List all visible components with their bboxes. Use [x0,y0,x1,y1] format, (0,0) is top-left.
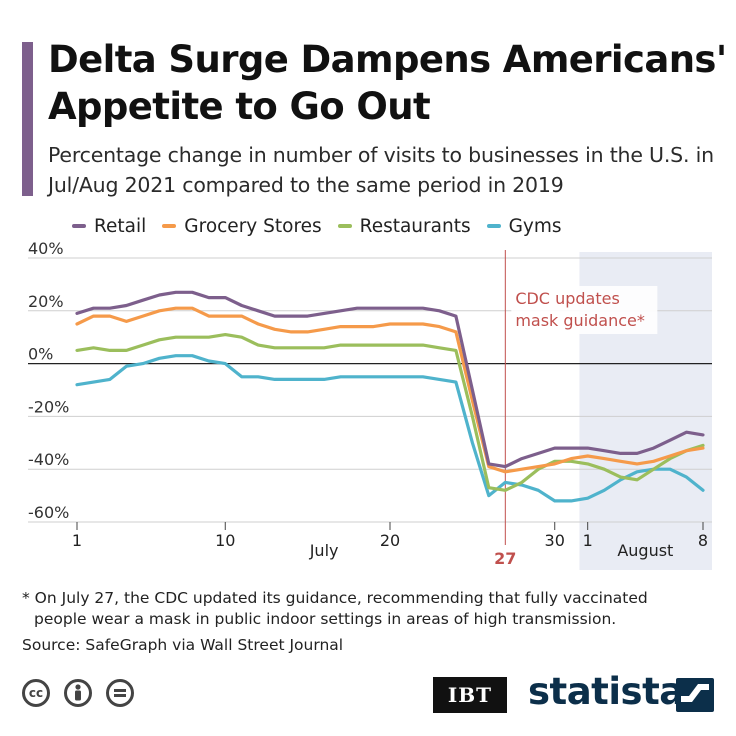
legend-item-restaurants: Restaurants [337,215,471,237]
annotation-line-1: CDC updates [515,289,619,308]
month-label: July [309,541,339,560]
x-tick-label: 8 [698,531,708,550]
legend-swatch-grocery [162,224,177,228]
legend-label-retail: Retail [94,215,147,237]
legend-label-grocery: Grocery Stores [184,215,322,237]
statista-mark-icon [676,678,714,712]
series-line-grocery-stores [75,306,705,474]
chart-title: Delta Surge Dampens Americans' Appetite … [48,38,727,128]
chart-subtitle: Percentage change in number of visits to… [48,143,714,197]
legend-item-grocery: Grocery Stores [162,215,322,237]
y-tick-label: -40% [28,450,69,469]
x-tick-label: 1 [72,531,82,550]
creative-commons-icon[interactable]: cc [22,679,50,707]
y-tick-label: -60% [28,503,69,522]
footnote-line-2: people wear a mask in public indoor sett… [34,610,617,628]
y-tick-label: 40% [28,240,64,258]
y-tick-label: -20% [28,397,69,416]
attribution-person-icon[interactable] [64,679,92,707]
x-tick-label: 1 [583,531,593,550]
legend-label-restaurants: Restaurants [359,215,471,237]
legend-swatch-restaurants [337,224,352,228]
legend: Retail Grocery Stores Restaurants Gyms [72,214,578,238]
series-line-retail [75,290,705,469]
series-line-restaurants [75,333,705,492]
legend-swatch-retail [72,224,86,228]
legend-item-gyms: Gyms [486,215,562,237]
footnote: * On July 27, the CDC updated its guidan… [22,588,722,630]
legend-swatch-gyms [486,224,501,228]
annotation-background [511,286,658,334]
license-icons: cc [22,679,148,707]
legend-item-retail: Retail [72,216,146,237]
y-tick-label: 20% [28,292,64,311]
source-note: Source: SafeGraph via Wall Street Journa… [22,636,344,654]
month-label: August [617,541,673,560]
series-line-gyms [75,354,705,503]
no-derivatives-icon[interactable] [106,679,134,707]
title-accent-bar [22,42,33,196]
statista-logo[interactable]: statista [528,670,684,713]
annotation-line-2: mask guidance* [515,311,645,330]
highlight-day-label: 27 [494,549,516,568]
x-tick-label: 10 [215,531,235,550]
ibt-logo[interactable]: IBT [433,677,507,713]
y-tick-label: 0% [28,345,53,364]
x-tick-label: 30 [545,531,565,550]
legend-label-gyms: Gyms [508,215,562,237]
x-tick-label: 20 [380,531,400,550]
footnote-line-1: * On July 27, the CDC updated its guidan… [22,589,648,607]
